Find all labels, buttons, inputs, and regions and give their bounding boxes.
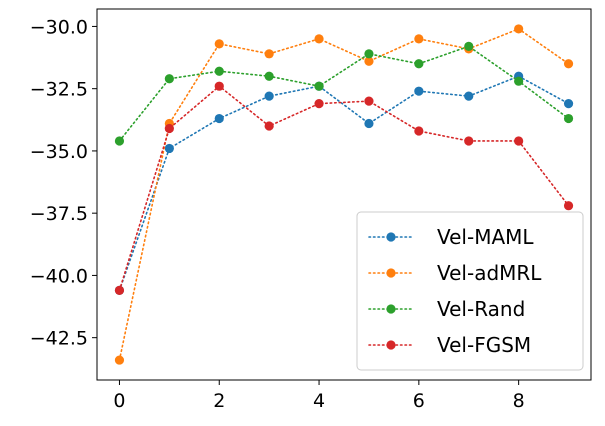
data-point (514, 76, 524, 86)
y-tick-label: −30.0 (30, 16, 88, 38)
data-point (563, 201, 574, 211)
x-tick-label: 8 (513, 390, 525, 412)
y-tick-label: −35.0 (30, 141, 88, 163)
legend: Vel-MAML Vel-adMRL Vel-Rand Vel-FGSM (356, 211, 584, 371)
data-point (214, 66, 224, 76)
data-point (364, 96, 374, 106)
data-point (264, 49, 274, 59)
legend-box (356, 211, 584, 371)
data-point (464, 41, 474, 51)
data-point (514, 136, 524, 146)
legend-label: Vel-adMRL (437, 261, 542, 285)
data-point (264, 121, 274, 131)
x-axis: 0 2 4 6 8 (113, 380, 525, 412)
legend-label: Vel-Rand (437, 297, 525, 321)
series-line (118, 75, 570, 292)
legend-marker (386, 232, 396, 242)
legend-item: Vel-MAML (368, 225, 534, 249)
y-tick-label: −37.5 (30, 203, 88, 225)
data-point (164, 123, 174, 134)
legend-marker (386, 268, 396, 278)
data-point (514, 24, 524, 34)
data-point (464, 91, 474, 101)
data-point (314, 99, 324, 109)
x-tick-label: 6 (413, 390, 425, 412)
legend-marker (386, 340, 396, 350)
y-tick-label: −42.5 (30, 328, 88, 350)
plot-frame (96, 8, 592, 381)
data-point (414, 86, 424, 96)
data-point (414, 126, 424, 136)
data-point (214, 113, 224, 124)
series-layer (114, 24, 574, 365)
x-tick-label: 0 (113, 390, 125, 412)
data-point (464, 136, 474, 146)
data-point (414, 59, 424, 69)
data-point (563, 99, 574, 109)
legend-item: Vel-adMRL (368, 261, 542, 285)
y-axis: −30.0 −32.5 −35.0 −37.5 −40.0 −42.5 (30, 16, 97, 350)
data-point (114, 136, 125, 146)
data-point (314, 34, 324, 44)
legend-item: Vel-Rand (368, 297, 525, 321)
x-tick-label: 4 (313, 390, 325, 412)
data-point (214, 81, 224, 91)
data-point (314, 81, 324, 91)
series-vel-maml (114, 71, 574, 295)
data-point (164, 74, 174, 84)
series-vel-rand (114, 41, 574, 146)
data-point (214, 39, 224, 49)
data-point (264, 91, 274, 101)
y-tick-label: −32.5 (30, 79, 88, 101)
data-point (164, 143, 174, 154)
legend-label: Vel-FGSM (437, 333, 531, 357)
data-point (364, 118, 374, 129)
data-point (264, 71, 274, 81)
series-line (118, 85, 570, 292)
series-line (118, 28, 570, 361)
data-point (114, 355, 125, 365)
data-point (364, 49, 374, 59)
data-point (364, 56, 374, 66)
y-tick-label: −40.0 (30, 265, 88, 287)
data-point (414, 34, 424, 44)
x-tick-label: 2 (213, 390, 225, 412)
data-point (114, 285, 125, 295)
legend-marker (386, 304, 396, 314)
legend-label: Vel-MAML (437, 225, 534, 249)
series-vel-fgsm (114, 81, 574, 295)
legend-item: Vel-FGSM (368, 333, 531, 357)
series-line (118, 45, 570, 142)
data-point (563, 113, 574, 124)
data-point (563, 59, 574, 69)
